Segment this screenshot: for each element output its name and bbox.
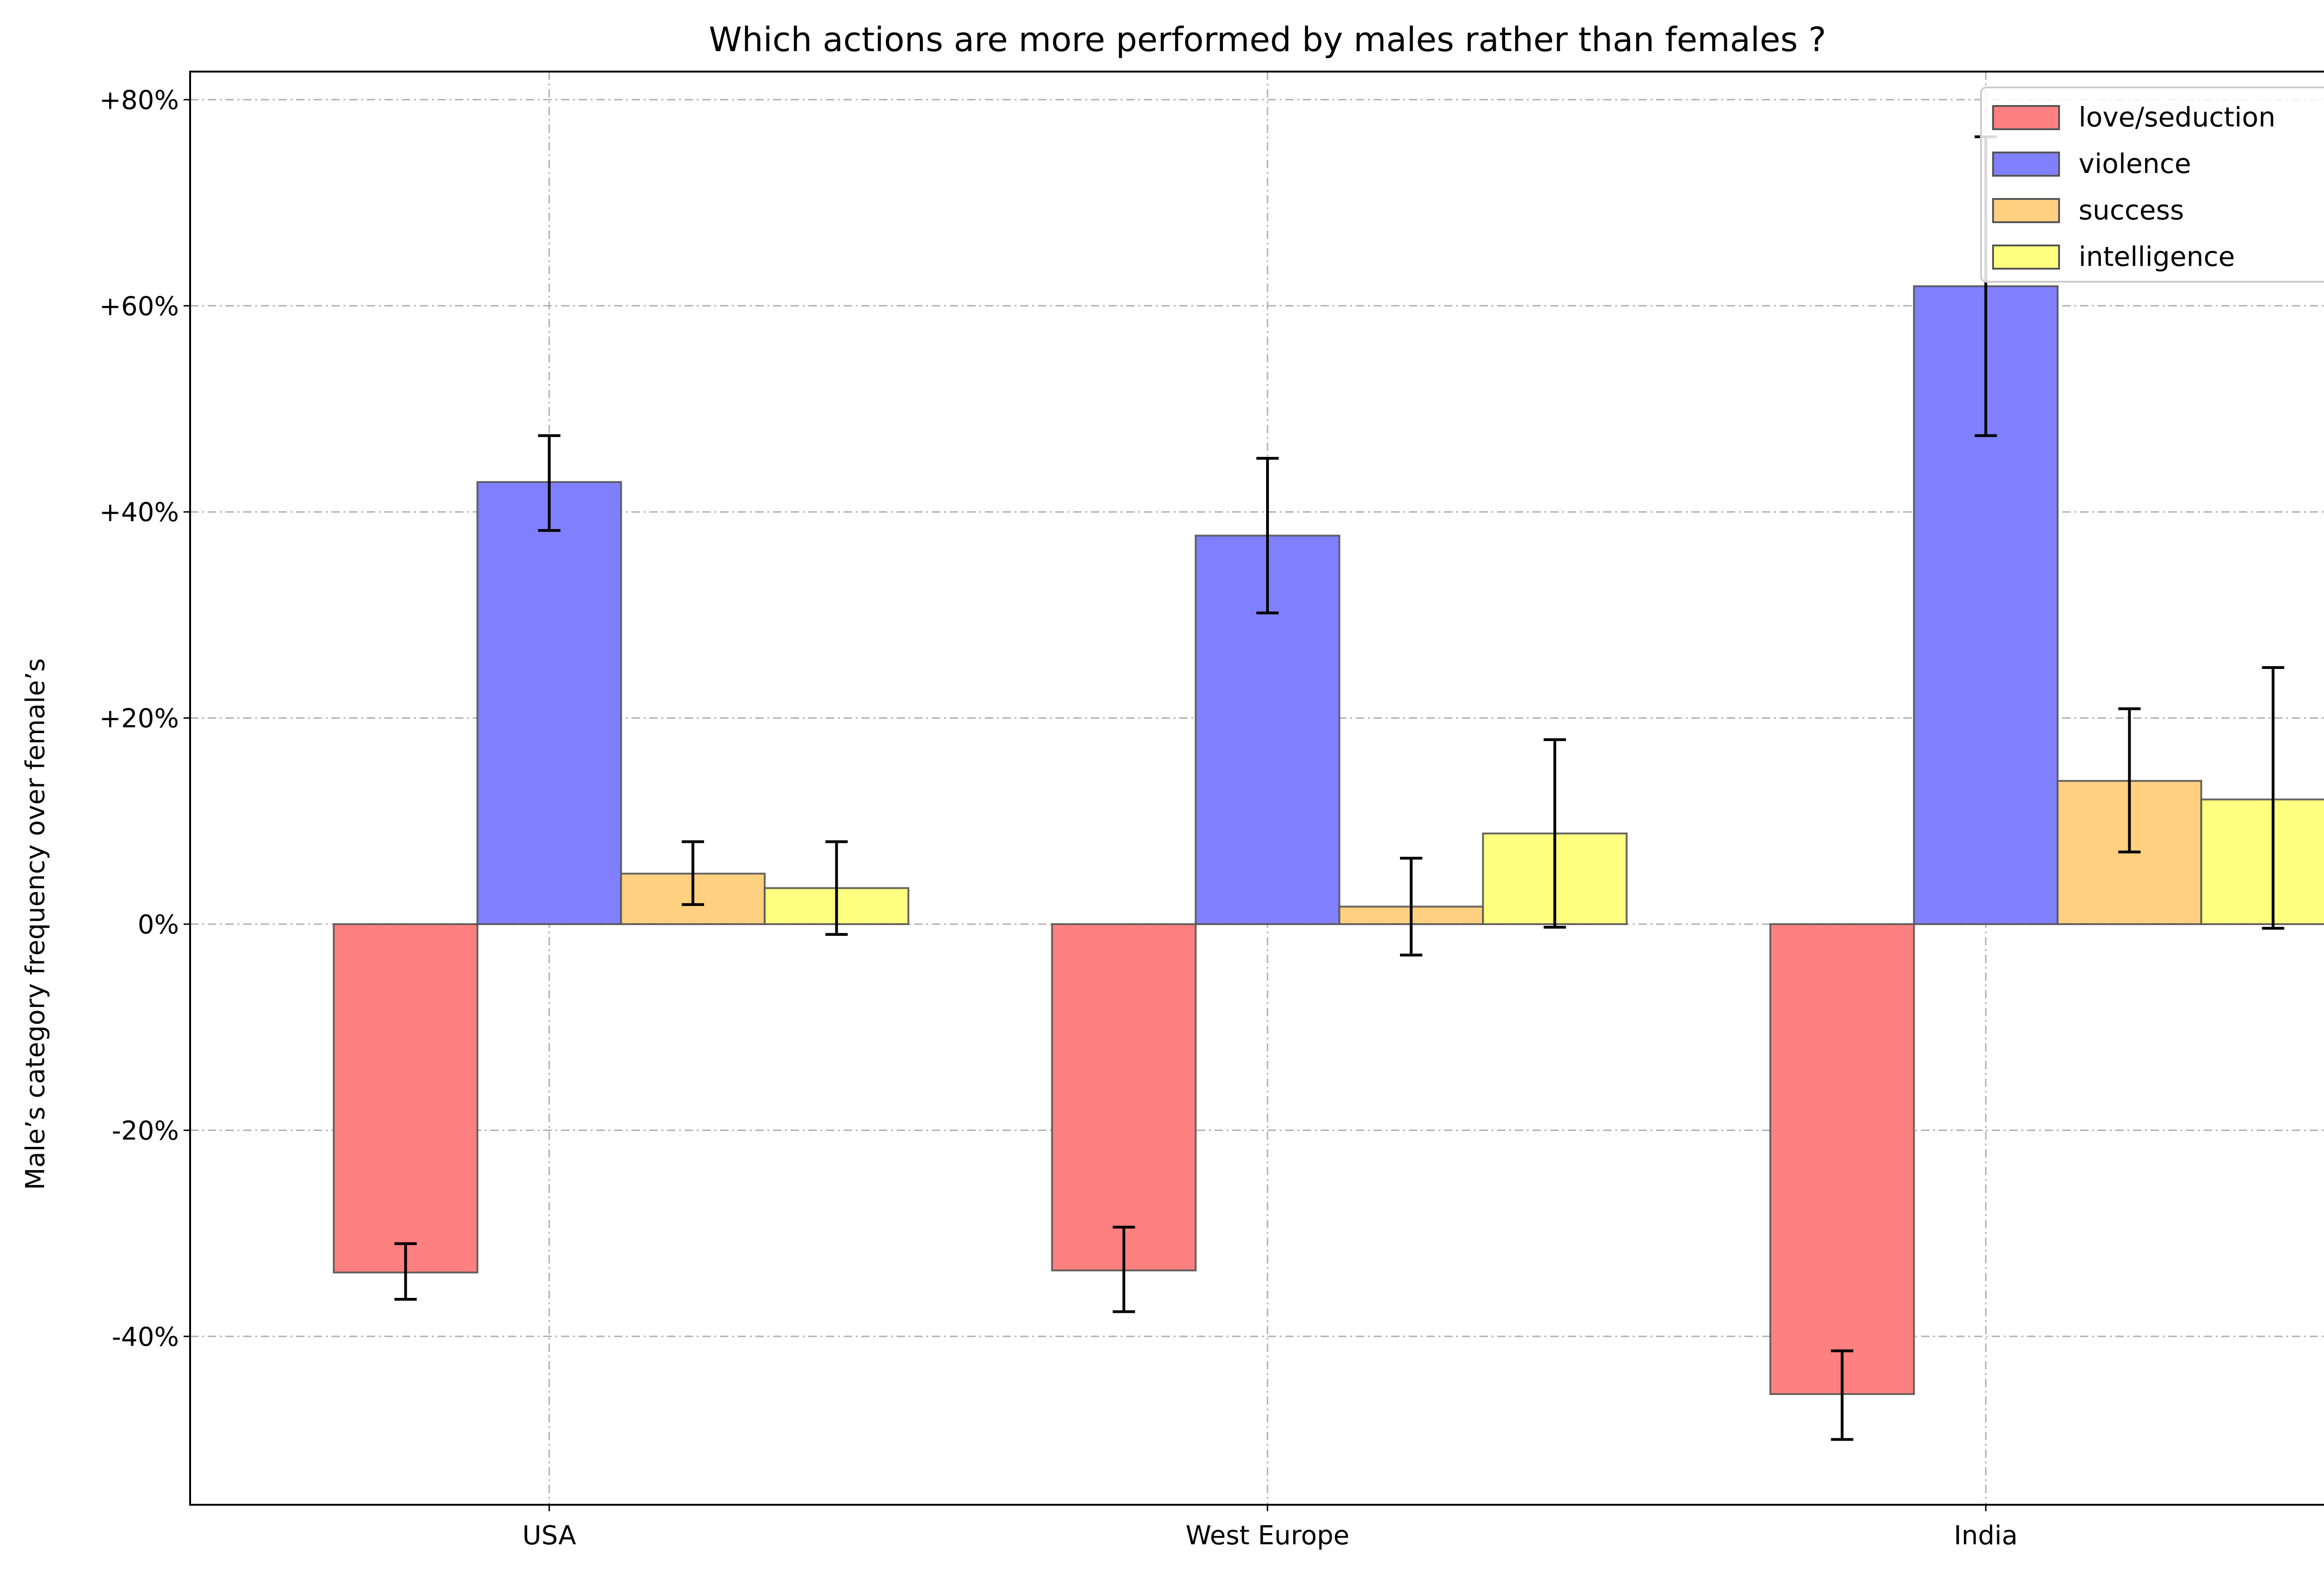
- y-tick-label: +20%: [99, 704, 179, 734]
- y-tick-label: +40%: [99, 497, 179, 528]
- legend-swatch: [1992, 245, 2060, 270]
- legend-box: [1980, 86, 2324, 283]
- chart-title: Which actions are more performed by male…: [709, 20, 1826, 59]
- y-tick-label: -40%: [112, 1322, 179, 1352]
- y-tick-label: 0%: [138, 910, 179, 940]
- bars: [333, 285, 2324, 1395]
- bar-love-seduction: [333, 923, 479, 1274]
- x-axis-ticks: USA West Europe India: [522, 1505, 2018, 1551]
- y-axis-label: Male’s category frequency over female’s: [20, 658, 51, 1190]
- y-tick-label: +60%: [99, 291, 179, 322]
- legend-swatch: [1992, 152, 2060, 177]
- y-axis-ticks: +80% +60% +40% +20% 0% -20% -40%: [99, 85, 190, 1352]
- legend-label: love/seduction: [2079, 101, 2276, 133]
- x-tick-label: West Europe: [1186, 1521, 1349, 1551]
- legend-swatch: [1992, 198, 2060, 223]
- error-bars: [394, 135, 2284, 1441]
- legend-label: success: [2079, 194, 2184, 226]
- y-tick-label: +80%: [99, 85, 179, 115]
- x-tick-label: USA: [522, 1521, 576, 1551]
- legend-label: violence: [2079, 148, 2191, 179]
- bar-love-seduction: [1051, 923, 1197, 1271]
- bar-love-seduction: [1769, 923, 1915, 1395]
- legend-swatch: [1992, 105, 2060, 130]
- legend-label: intelligence: [2079, 241, 2235, 272]
- x-tick-label: India: [1954, 1521, 2018, 1551]
- y-tick-label: -20%: [112, 1116, 179, 1146]
- bar-violence: [476, 481, 622, 925]
- bar-intelligence: [2200, 798, 2324, 926]
- legend: love/seduction violence success intelligenc…: [1980, 86, 2324, 283]
